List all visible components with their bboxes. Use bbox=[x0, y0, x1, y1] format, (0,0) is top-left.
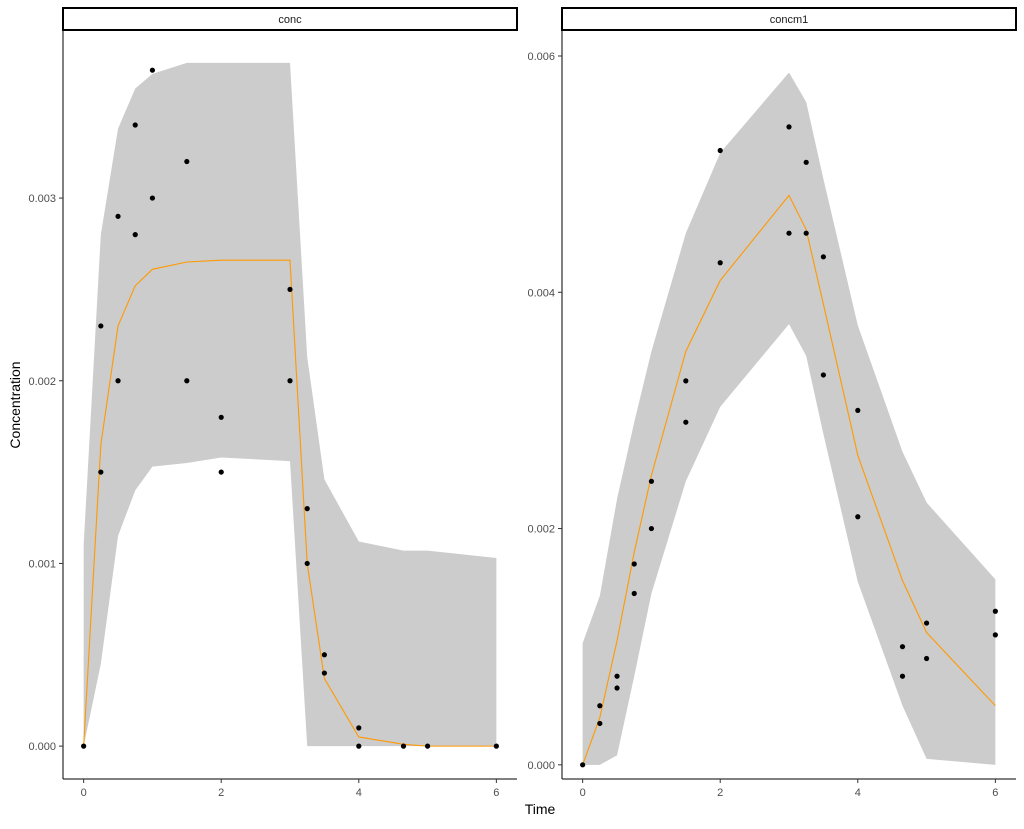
observation-point bbox=[580, 762, 586, 768]
observation-point bbox=[321, 652, 327, 658]
y-axis-title: Concentration bbox=[7, 361, 23, 448]
y-tick-label: 0.006 bbox=[527, 51, 555, 63]
facet-strip bbox=[561, 7, 1017, 31]
median-line bbox=[582, 194, 996, 766]
x-axis-title: Time bbox=[525, 801, 556, 817]
observation-point bbox=[184, 158, 190, 165]
observation-point bbox=[304, 506, 310, 512]
observation-point bbox=[115, 213, 121, 219]
observation-point bbox=[287, 378, 293, 384]
observation-point bbox=[803, 159, 809, 165]
facet-strip-label: conc bbox=[278, 14, 302, 26]
observation-point bbox=[321, 670, 327, 676]
observation-point bbox=[184, 378, 190, 384]
observation-point bbox=[855, 514, 861, 520]
x-tick-label: 6 bbox=[992, 787, 998, 799]
observation-point bbox=[597, 720, 603, 727]
observation-point bbox=[218, 414, 224, 420]
observation-point bbox=[992, 608, 998, 614]
observation-point bbox=[493, 743, 499, 749]
observation-point bbox=[786, 230, 792, 236]
observation-point bbox=[98, 323, 104, 329]
observation-point bbox=[683, 419, 689, 425]
x-tick-label: 6 bbox=[493, 787, 499, 799]
observation-point bbox=[992, 632, 998, 638]
x-tick-label: 2 bbox=[717, 787, 723, 799]
observation-point bbox=[614, 685, 620, 691]
observation-point bbox=[356, 725, 362, 731]
y-tick-label: 0.002 bbox=[28, 376, 56, 388]
x-tick-label: 4 bbox=[855, 787, 861, 799]
y-tick-label: 0.002 bbox=[527, 524, 555, 536]
x-tick-label: 4 bbox=[356, 787, 362, 799]
observation-point bbox=[132, 232, 138, 238]
observation-point bbox=[304, 560, 310, 567]
panel-concm1: concm1 0.000 0.002 0.004 0.006 0 2 4 6 bbox=[527, 7, 1017, 799]
observation-point bbox=[614, 673, 620, 679]
observation-point bbox=[424, 743, 431, 749]
observation-point bbox=[400, 743, 407, 749]
observation-point bbox=[923, 620, 930, 626]
observation-point bbox=[820, 254, 826, 260]
observation-point bbox=[115, 378, 121, 384]
observation-point bbox=[597, 703, 603, 709]
prediction-interval-ribbon bbox=[582, 72, 996, 765]
observation-point bbox=[631, 590, 637, 597]
y-tick-label: 0.001 bbox=[28, 558, 56, 570]
observation-point bbox=[855, 407, 861, 414]
facet-strip bbox=[62, 7, 518, 31]
observation-point bbox=[218, 469, 224, 475]
observation-point bbox=[631, 561, 637, 567]
panel-conc: conc 0.000 0.001 0.002 0.003 0 2 4 6 bbox=[28, 7, 518, 799]
observation-point bbox=[648, 478, 655, 484]
observation-point bbox=[98, 469, 104, 475]
y-tick-label: 0.003 bbox=[28, 193, 56, 205]
y-tick-label: 0.004 bbox=[527, 287, 555, 299]
x-tick-label: 0 bbox=[81, 787, 87, 799]
observation-point bbox=[287, 286, 293, 293]
observation-point bbox=[149, 67, 156, 73]
y-tick-label: 0.000 bbox=[527, 760, 555, 772]
observation-point bbox=[648, 525, 655, 532]
observation-point bbox=[899, 644, 906, 650]
observation-point bbox=[356, 743, 362, 749]
prediction-interval-ribbon bbox=[83, 62, 497, 747]
x-tick-label: 2 bbox=[218, 787, 224, 799]
observation-point bbox=[820, 372, 826, 378]
observation-point bbox=[786, 124, 792, 130]
median-line bbox=[83, 259, 497, 747]
observation-point bbox=[803, 230, 809, 236]
observation-point bbox=[899, 673, 906, 679]
observation-point bbox=[81, 743, 87, 749]
observation-point bbox=[923, 655, 930, 662]
observation-point bbox=[149, 195, 156, 201]
y-tick-label: 0.000 bbox=[28, 741, 56, 753]
observation-point bbox=[132, 122, 138, 128]
observation-point bbox=[717, 147, 723, 154]
x-tick-label: 0 bbox=[580, 787, 586, 799]
observation-point bbox=[683, 378, 689, 384]
facet-strip-label: concm1 bbox=[770, 14, 809, 26]
observation-point bbox=[717, 260, 723, 266]
